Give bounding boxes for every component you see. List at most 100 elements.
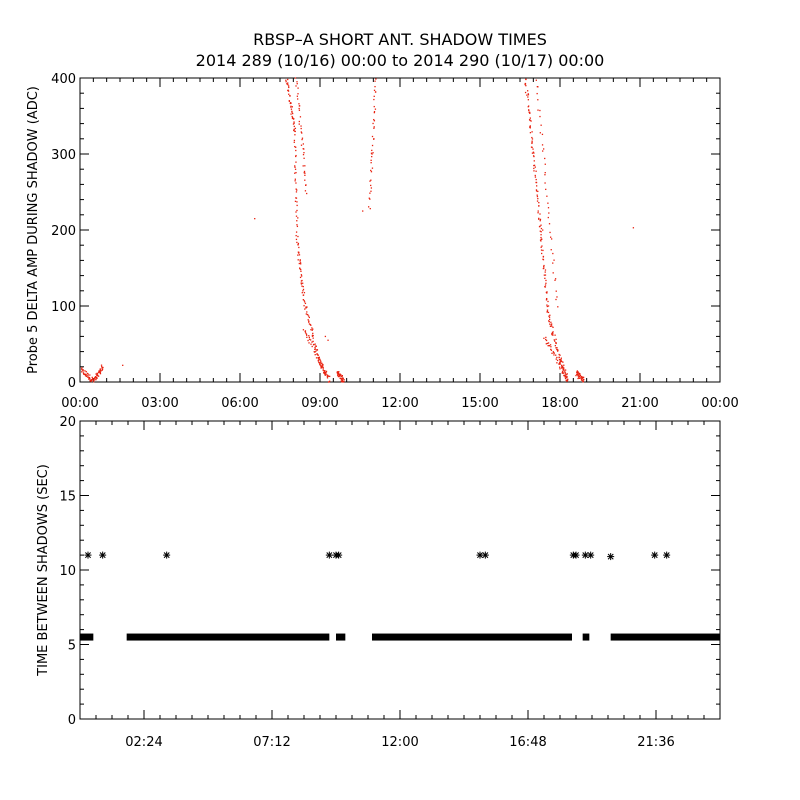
data-point <box>582 379 585 381</box>
data-point <box>362 210 364 212</box>
data-point <box>542 256 545 258</box>
data-point <box>540 249 543 251</box>
data-point <box>296 204 298 207</box>
data-point <box>549 344 552 346</box>
data-point <box>579 377 581 379</box>
data-point <box>294 165 296 167</box>
data-point <box>545 279 547 282</box>
data-point <box>540 246 542 248</box>
data-point <box>581 376 584 378</box>
data-point <box>295 234 297 237</box>
data-point <box>545 188 547 191</box>
data-point <box>369 207 371 210</box>
data-point <box>85 371 87 373</box>
data-point <box>325 371 328 373</box>
data-point <box>297 235 299 238</box>
data-point <box>287 84 289 86</box>
data-point <box>533 160 535 162</box>
data-point <box>558 356 560 358</box>
data-point <box>324 335 327 338</box>
data-point-asterisk <box>163 551 171 559</box>
data-point <box>552 326 554 329</box>
data-point <box>308 342 310 344</box>
data-point <box>295 171 297 174</box>
data-point <box>102 366 104 369</box>
data-point <box>556 347 558 349</box>
data-point <box>305 333 308 335</box>
data-point <box>563 367 565 369</box>
data-point <box>293 121 295 123</box>
data-point <box>312 328 314 330</box>
data-point <box>539 213 541 215</box>
data-point <box>544 277 546 279</box>
data-point <box>315 357 318 359</box>
data-point <box>291 110 293 113</box>
data-point <box>538 217 540 220</box>
data-point <box>300 270 302 272</box>
data-point <box>555 342 557 345</box>
data-point <box>312 340 314 343</box>
data-point <box>370 169 372 172</box>
data-point <box>555 290 557 292</box>
data-point <box>88 378 90 380</box>
data-point <box>295 191 298 193</box>
data-point <box>295 188 297 190</box>
data-point <box>101 365 103 368</box>
data-point <box>294 168 297 170</box>
data-point <box>538 218 540 220</box>
data-point <box>300 280 303 282</box>
data-point <box>533 155 535 158</box>
data-point <box>545 299 548 301</box>
data-point <box>373 105 375 108</box>
data-point <box>559 354 561 356</box>
data-point <box>549 318 551 321</box>
data-point <box>370 171 373 173</box>
data-point <box>297 93 299 95</box>
data-point <box>287 89 289 91</box>
data-point <box>553 339 555 341</box>
data-point <box>297 259 299 261</box>
x-tick-label: 03:00 <box>141 396 178 411</box>
x-tick-label: 07:12 <box>253 735 290 750</box>
data-point <box>310 329 312 331</box>
data-point <box>551 333 553 335</box>
data-point <box>544 163 546 165</box>
data-point <box>92 377 94 380</box>
data-point <box>312 334 314 337</box>
data-point <box>547 311 550 314</box>
data-point <box>547 202 549 204</box>
data-point <box>319 359 321 361</box>
data-point <box>290 105 292 107</box>
y-tick-label: 5 <box>68 639 76 654</box>
data-point <box>298 103 300 105</box>
data-point <box>299 262 302 264</box>
data-point-asterisk <box>663 551 671 559</box>
data-point <box>304 332 307 334</box>
data-point <box>341 376 343 378</box>
data-point <box>566 373 568 375</box>
data-point <box>287 85 290 87</box>
x-tick-label: 18:00 <box>541 396 578 411</box>
data-point <box>544 274 547 276</box>
data-point <box>324 374 326 376</box>
baseline-asterisk-band <box>582 633 590 641</box>
data-point <box>307 314 309 316</box>
data-point <box>293 122 295 124</box>
data-point <box>540 238 543 240</box>
data-point <box>540 240 542 242</box>
data-point <box>541 133 544 136</box>
data-point <box>315 345 317 347</box>
data-point <box>289 102 291 105</box>
data-point <box>539 115 541 118</box>
data-point <box>544 171 546 174</box>
data-point <box>302 153 305 156</box>
data-point <box>577 374 579 376</box>
data-point <box>326 377 329 379</box>
data-point <box>549 231 551 234</box>
data-point <box>95 379 97 381</box>
data-point <box>302 165 304 167</box>
data-point <box>295 161 297 163</box>
data-point <box>531 146 533 149</box>
x-tick-label: 12:00 <box>381 735 418 750</box>
data-point <box>565 373 567 376</box>
